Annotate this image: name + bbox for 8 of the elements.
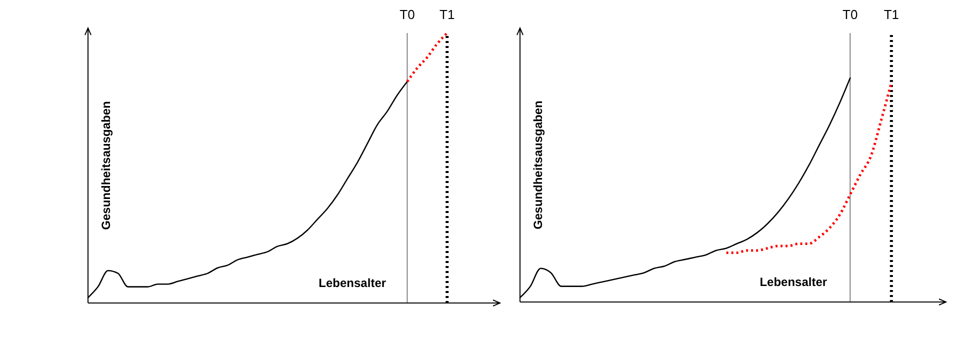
- x-axis-title: Lebensalter: [318, 276, 386, 290]
- x-axis-title: Lebensalter: [760, 275, 828, 289]
- text: T0: [842, 7, 858, 22]
- y-axis-title: Gesundheitsausgaben: [531, 100, 545, 230]
- text: T1: [884, 7, 899, 22]
- text: T1: [440, 7, 455, 22]
- text: T0: [400, 7, 415, 22]
- y-axis-title: Gesundheitsausgaben: [99, 101, 113, 230]
